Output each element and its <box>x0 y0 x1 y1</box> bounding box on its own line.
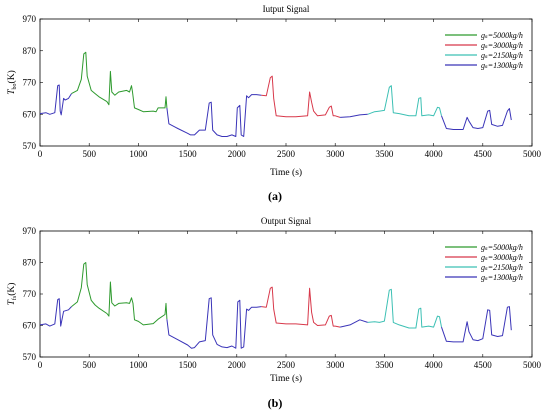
y-axis-label-main: T <box>7 89 17 95</box>
y-tick-label: 570 <box>23 352 37 362</box>
chart-panel-a: Iutput Signal 0 500 1000 1500 2000 2500 3000 35… <box>6 4 542 203</box>
legend-label: gₛ=3000kg/h <box>481 41 523 50</box>
y-axis-label: Tfs(K) <box>6 283 18 306</box>
y-axis-label-unit: (K) <box>6 283 17 296</box>
x-tick-label: 500 <box>82 360 96 370</box>
series-lines <box>39 262 512 349</box>
legend-label: gₛ=5000kg/h <box>481 31 523 40</box>
x-axis-label: Time (s) <box>270 167 302 178</box>
x-tick-label: 0 <box>38 149 43 159</box>
legend-label: gₛ=2150kg/h <box>481 263 523 272</box>
x-tick-label: 3500 <box>375 149 394 159</box>
x-tick-label: 1500 <box>179 149 198 159</box>
series-lines <box>39 51 512 137</box>
series-line <box>71 51 168 113</box>
panel-label: (a) <box>268 189 282 203</box>
axis-ticks: 0 500 1000 1500 2000 2500 3000 3500 4000 4500 5000… <box>23 14 542 159</box>
series-line <box>166 94 262 137</box>
series-line <box>339 319 368 328</box>
x-tick-label: 2500 <box>277 149 296 159</box>
series-line <box>261 75 341 118</box>
legend: gₛ=5000kg/hgₛ=3000kg/hgₛ=2150kg/hgₛ=1300… <box>445 31 523 70</box>
y-axis-label: Tbo(K) <box>6 70 18 95</box>
y-tick-label: 570 <box>23 141 37 151</box>
series-line <box>367 288 442 329</box>
x-tick-label: 0 <box>38 360 43 370</box>
panel-label: (b) <box>268 396 283 410</box>
x-axis-label: Time (s) <box>270 373 302 384</box>
legend-label: gₛ=1300kg/h <box>481 61 523 70</box>
x-tick-label: 4500 <box>474 149 493 159</box>
y-tick-label: 970 <box>23 14 37 24</box>
y-tick-label: 770 <box>23 78 37 88</box>
y-tick-label: 670 <box>23 321 37 331</box>
y-tick-label: 670 <box>23 109 37 119</box>
x-tick-label: 5000 <box>523 149 542 159</box>
y-axis-label-unit: (K) <box>6 70 17 83</box>
y-tick-label: 870 <box>23 258 37 268</box>
x-tick-label: 3500 <box>375 360 394 370</box>
series-line <box>39 298 72 327</box>
legend-label: gₛ=2150kg/h <box>481 51 523 60</box>
x-tick-label: 5000 <box>523 360 542 370</box>
chart-title: Iutput Signal <box>263 4 310 14</box>
legend-label: gₛ=3000kg/h <box>481 253 523 262</box>
x-tick-label: 2000 <box>228 360 247 370</box>
x-tick-label: 3000 <box>326 149 345 159</box>
series-line <box>441 306 512 343</box>
y-tick-label: 870 <box>23 46 37 56</box>
x-tick-label: 1000 <box>129 149 148 159</box>
x-tick-label: 2000 <box>228 149 247 159</box>
x-tick-label: 500 <box>82 149 96 159</box>
y-axis-label-main: T <box>7 299 17 305</box>
plot-area <box>39 230 533 358</box>
series-line <box>39 84 72 116</box>
plot-area <box>39 18 533 147</box>
x-tick-label: 4000 <box>425 149 444 159</box>
y-axis-label-sub: fs <box>11 295 18 300</box>
y-axis-label-sub: bo <box>12 83 18 89</box>
series-line <box>166 297 262 349</box>
series-line <box>71 262 168 326</box>
series-line <box>441 108 512 130</box>
y-tick-label: 970 <box>23 226 37 236</box>
x-tick-label: 3000 <box>326 360 345 370</box>
series-line <box>340 113 368 118</box>
series-line <box>367 85 442 117</box>
legend: gₛ=5000kg/hgₛ=3000kg/hgₛ=2150kg/hgₛ=1300… <box>445 243 523 282</box>
chart-panel-b: Output Signal 0 500 1000 1500 2000 2500 3000 35… <box>6 216 542 410</box>
x-tick-label: 1500 <box>179 360 198 370</box>
x-tick-label: 2500 <box>277 360 296 370</box>
x-tick-label: 4500 <box>474 360 493 370</box>
y-tick-label: 770 <box>23 289 37 299</box>
axis-ticks: 0 500 1000 1500 2000 2500 3000 3500 4000 4500 5000… <box>23 226 542 370</box>
x-tick-label: 1000 <box>129 360 148 370</box>
series-line <box>261 286 341 328</box>
legend-label: gₛ=1300kg/h <box>481 273 523 282</box>
chart-title: Output Signal <box>261 216 312 226</box>
legend-label: gₛ=5000kg/h <box>481 243 523 252</box>
x-tick-label: 4000 <box>425 360 444 370</box>
